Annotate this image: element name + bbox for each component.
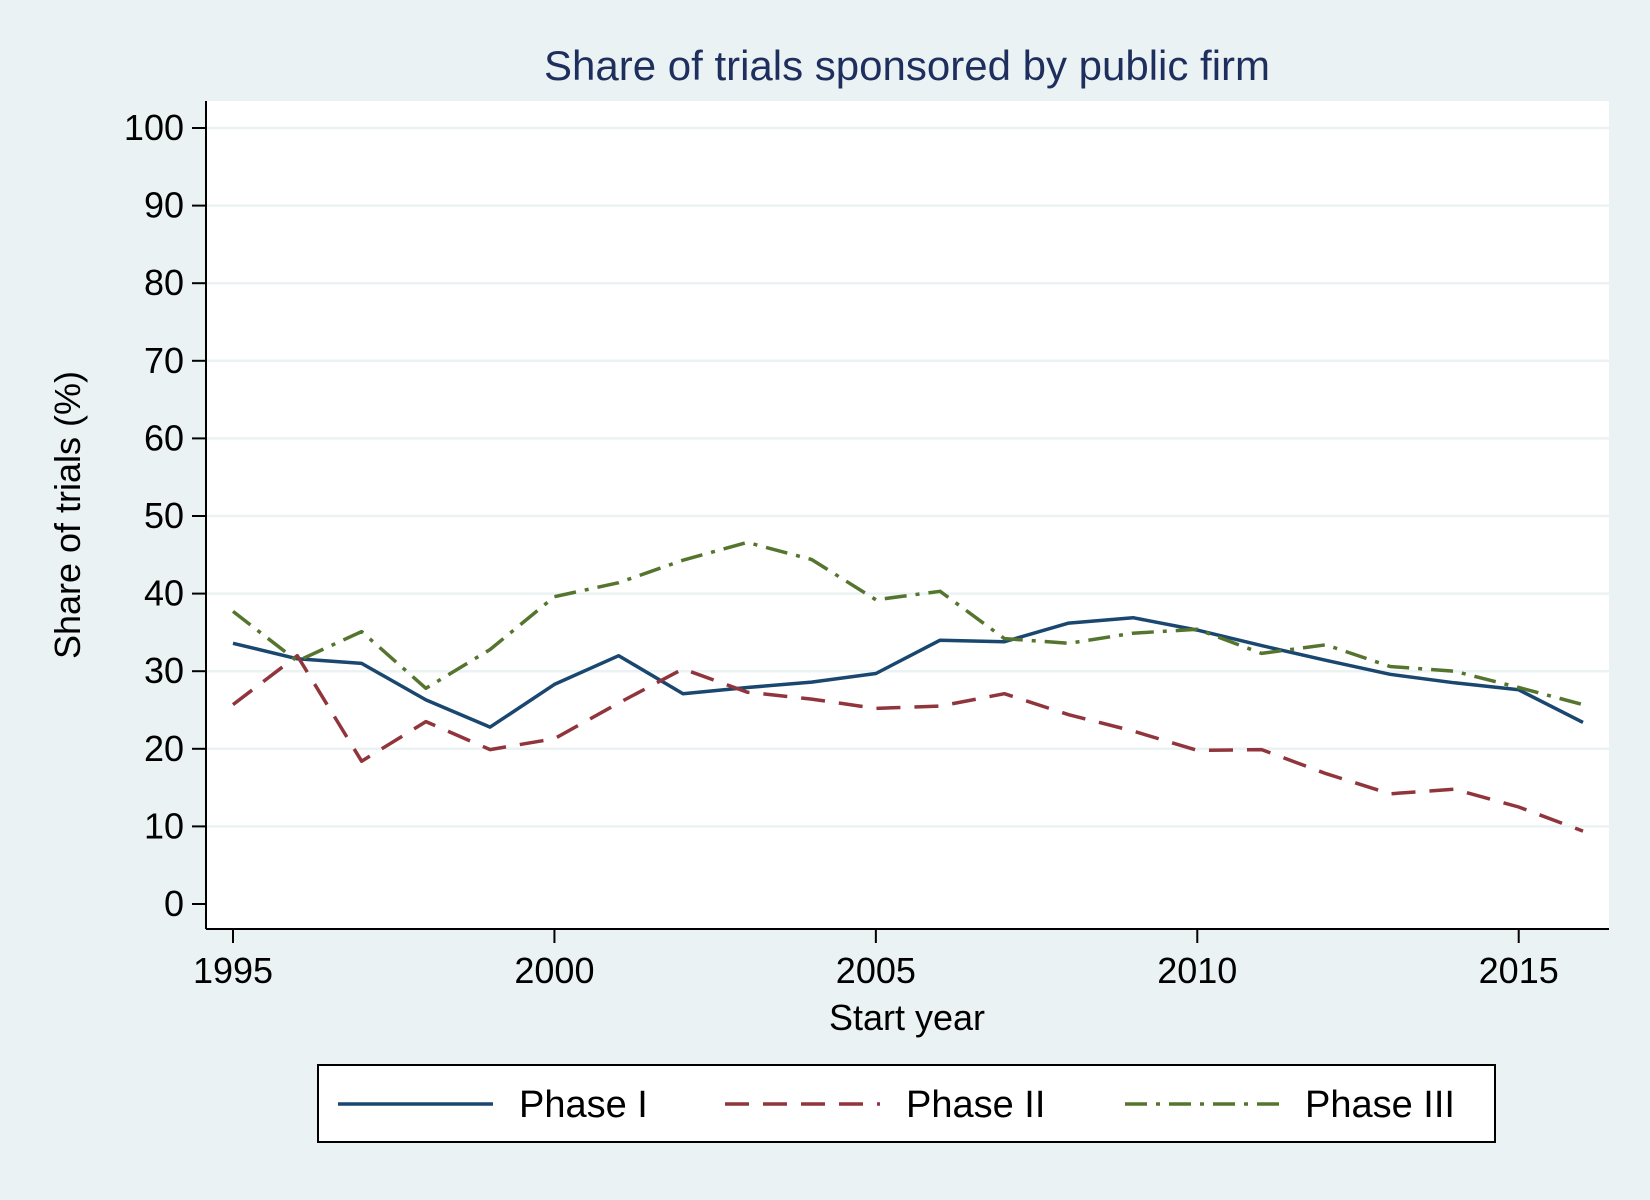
- y-tick-label: 40: [144, 573, 184, 614]
- y-tick-label: 10: [144, 805, 184, 846]
- y-axis-ticks: 0 10 20 30 40 50 60 70 80 90 100: [124, 107, 206, 924]
- x-tick-label: 2005: [836, 950, 916, 991]
- x-axis-ticks: 1995 2000 2005 2010 2015: [193, 929, 1559, 991]
- y-tick-label: 90: [144, 185, 184, 226]
- y-tick-label: 70: [144, 340, 184, 381]
- y-tick-label: 60: [144, 417, 184, 458]
- series-line-phase-iii: [231, 540, 1584, 707]
- x-tick-label: 2000: [514, 950, 594, 991]
- series-lines: [231, 540, 1584, 833]
- y-tick-label: 80: [144, 262, 184, 303]
- legend-label-phase-iii: Phase III: [1305, 1084, 1455, 1126]
- y-tick-label: 30: [144, 650, 184, 691]
- y-axis-title: Share of trials (%): [47, 371, 88, 659]
- y-tick-label: 0: [164, 883, 184, 924]
- y-tick-label: 20: [144, 728, 184, 769]
- x-tick-label: 2015: [1479, 950, 1559, 991]
- gridlines: [206, 126, 1609, 828]
- legend-box: [317, 1064, 1496, 1143]
- legend-label-phase-i: Phase I: [519, 1084, 648, 1126]
- legend-label-phase-ii: Phase II: [906, 1084, 1045, 1126]
- x-tick-label: 2010: [1157, 950, 1237, 991]
- y-tick-label: 100: [124, 107, 184, 148]
- chart-title: Share of trials sponsored by public firm: [544, 42, 1270, 89]
- series-line-phase-i: [232, 615, 1584, 729]
- series-line-phase-ii: [231, 653, 1584, 833]
- y-tick-label: 50: [144, 495, 184, 536]
- x-axis-title: Start year: [829, 997, 985, 1038]
- x-tick-label: 1995: [193, 950, 273, 991]
- legend: Phase I Phase II Phase III: [338, 1084, 1455, 1126]
